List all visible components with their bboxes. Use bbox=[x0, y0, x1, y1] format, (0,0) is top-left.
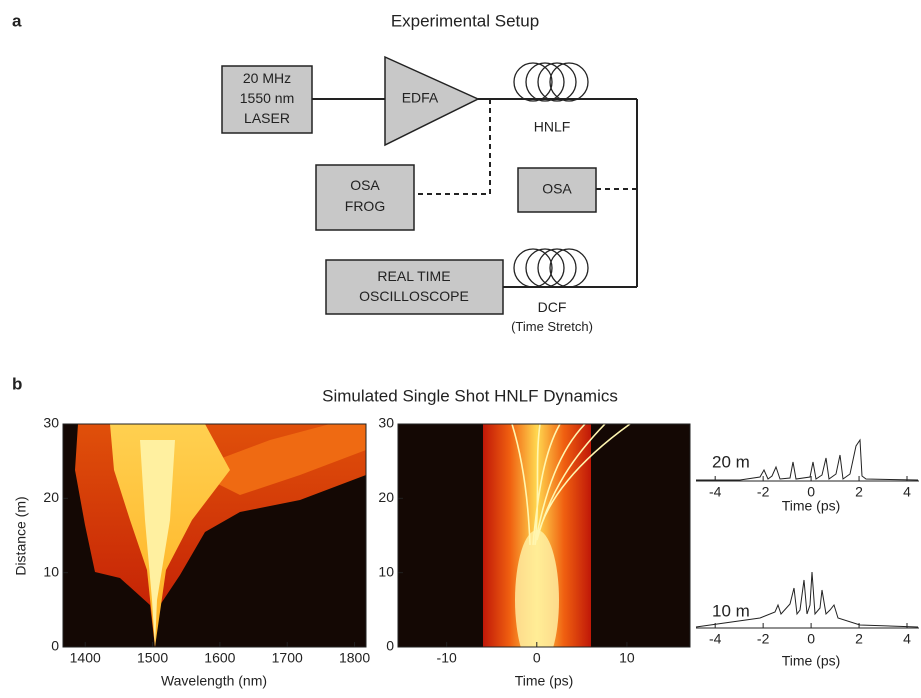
laser-label: 20 MHz 1550 nm LASER bbox=[240, 70, 294, 126]
x-tick-label: 1800 bbox=[339, 650, 370, 666]
osa-label: OSA bbox=[542, 181, 572, 197]
x-tick-label: 1700 bbox=[272, 650, 303, 666]
y-tick-label: 0 bbox=[51, 638, 59, 654]
dcf-label: DCF (Time Stretch) bbox=[511, 299, 593, 335]
x-tick-label: 4 bbox=[903, 631, 911, 647]
pulse-trace bbox=[696, 438, 919, 481]
plot-frame bbox=[397, 423, 691, 648]
y-tick-label: 0 bbox=[386, 638, 394, 654]
x-tick-label: 4 bbox=[903, 484, 911, 500]
label-line: 1550 nm bbox=[240, 90, 294, 106]
y-axis-label: Distance (m) bbox=[13, 496, 29, 575]
osa-box bbox=[517, 167, 597, 213]
panel-title: Simulated Single Shot HNLF Dynamics bbox=[322, 386, 618, 405]
label-line: DCF bbox=[538, 299, 567, 315]
x-tick-label: 10 bbox=[619, 650, 635, 666]
label-line: OSA bbox=[350, 177, 380, 193]
pulse-trace bbox=[695, 571, 919, 628]
y-tick-label: 20 bbox=[43, 489, 59, 505]
x-tick-label: -4 bbox=[709, 484, 722, 500]
x-axis-label: Time (ps) bbox=[515, 673, 574, 689]
hnlf-coil bbox=[513, 62, 589, 102]
x-tick-label: 1600 bbox=[204, 650, 235, 666]
y-tick-label: 10 bbox=[378, 563, 394, 579]
laser-box bbox=[221, 65, 313, 134]
label-line: (Time Stretch) bbox=[511, 319, 593, 334]
x-tick-label: 0 bbox=[807, 484, 815, 500]
profile-label: 10 m bbox=[712, 601, 750, 620]
oscilloscope-box bbox=[325, 259, 504, 315]
osa-frog-label: OSA FROG bbox=[345, 177, 385, 214]
hnlf-label: HNLF bbox=[534, 119, 571, 135]
profile-label: 20 m bbox=[712, 452, 750, 471]
plot-frame bbox=[62, 423, 367, 648]
y-tick-label: 30 bbox=[378, 415, 394, 431]
dcf-coil bbox=[513, 248, 589, 288]
x-tick-label: -2 bbox=[757, 484, 770, 500]
label-line: OSCILLOSCOPE bbox=[359, 288, 469, 304]
edfa-label: EDFA bbox=[402, 90, 439, 106]
label-line: REAL TIME bbox=[377, 268, 450, 284]
panel-label: a bbox=[12, 11, 22, 30]
label-line: 20 MHz bbox=[243, 70, 291, 86]
x-tick-label: 2 bbox=[855, 631, 863, 647]
y-tick-label: 20 bbox=[378, 489, 394, 505]
edfa-amplifier bbox=[384, 55, 480, 147]
label-line: LASER bbox=[244, 110, 290, 126]
x-tick-label: 0 bbox=[807, 631, 815, 647]
osa-frog-box bbox=[315, 164, 415, 231]
x-tick-label: -4 bbox=[709, 631, 722, 647]
label-line: FROG bbox=[345, 198, 385, 214]
panel-label: b bbox=[12, 374, 22, 393]
x-tick-label: -10 bbox=[437, 650, 457, 666]
y-tick-label: 30 bbox=[43, 415, 59, 431]
tap-line bbox=[414, 99, 491, 195]
x-tick-label: 1400 bbox=[70, 650, 101, 666]
x-tick-label: 2 bbox=[855, 484, 863, 500]
x-axis-label: Time (ps) bbox=[782, 653, 841, 669]
x-axis-label: Time (ps) bbox=[782, 498, 841, 514]
x-tick-label: 1500 bbox=[137, 650, 168, 666]
x-axis-label: Wavelength (nm) bbox=[161, 673, 267, 689]
temporal-heatmap bbox=[398, 424, 690, 647]
spectrum-heatmap bbox=[63, 424, 366, 647]
x-tick-label: -2 bbox=[757, 631, 770, 647]
oscilloscope-label: REAL TIME OSCILLOSCOPE bbox=[359, 268, 469, 304]
x-tick-label: 0 bbox=[533, 650, 541, 666]
panel-title: Experimental Setup bbox=[391, 11, 539, 30]
y-tick-label: 10 bbox=[43, 563, 59, 579]
